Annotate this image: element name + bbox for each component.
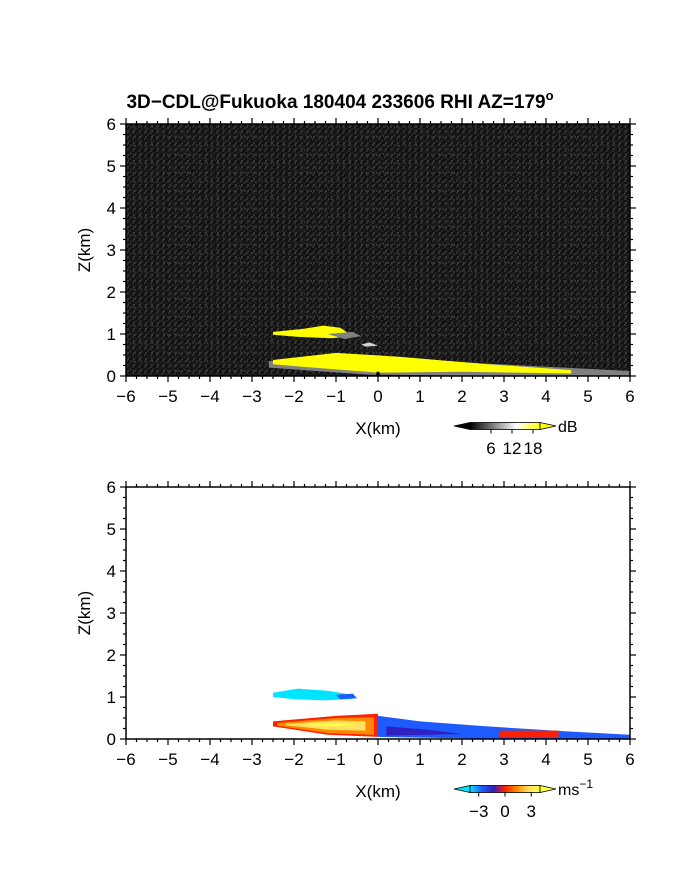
velocity-colorbar-arrow-high bbox=[539, 785, 557, 793]
velocity-colorbar-tick-label: −3 bbox=[469, 802, 488, 821]
velocity-xtick-label: −6 bbox=[116, 750, 135, 769]
velocity-xtick-label: −2 bbox=[284, 750, 303, 769]
reflectivity-xtick-label: −1 bbox=[326, 387, 345, 406]
reflectivity-xlabel: X(km) bbox=[355, 419, 400, 438]
echo-low-layer-east-dark bbox=[386, 726, 462, 736]
reflectivity-colorbar-bar bbox=[469, 422, 541, 430]
velocity-echo-field bbox=[273, 688, 630, 739]
velocity-ytick-label: 2 bbox=[107, 646, 116, 665]
reflectivity-ytick-label: 5 bbox=[107, 157, 116, 176]
reflectivity-colorbar-tick-label: 12 bbox=[503, 439, 522, 458]
reflectivity-ytick-label: 2 bbox=[107, 283, 116, 302]
reflectivity-xtick-label: 0 bbox=[373, 387, 382, 406]
velocity-panel: −6 −5 −4 −3 −2 −1 0 1 2 3 4 5 6 0 1 2 3 4 5 6 X(km) Z(km) −… bbox=[75, 478, 636, 821]
velocity-xtick-label: 2 bbox=[457, 750, 466, 769]
velocity-colorbar-unit-exponent: −1 bbox=[579, 777, 593, 791]
velocity-ticks: −6 −5 −4 −3 −2 −1 0 1 2 3 4 5 6 0 1 2 3 4 5 6 bbox=[107, 478, 636, 769]
reflectivity-ylabel: Z(km) bbox=[75, 228, 94, 272]
echo-elevated-layer-blue bbox=[336, 693, 357, 700]
reflectivity-xtick-label: −4 bbox=[200, 387, 219, 406]
reflectivity-xtick-label: 6 bbox=[625, 387, 634, 406]
reflectivity-xtick-label: 5 bbox=[583, 387, 592, 406]
reflectivity-echo-field bbox=[268, 325, 630, 376]
reflectivity-ytick-label: 0 bbox=[107, 367, 116, 386]
reflectivity-colorbar-tick-label: 18 bbox=[524, 439, 543, 458]
reflectivity-ticks: −6 −5 −4 −3 −2 −1 0 1 2 3 4 5 6 0 1 2 3 4 5 6 bbox=[107, 115, 636, 406]
reflectivity-colorbar: 6 12 18 dB bbox=[453, 419, 578, 458]
velocity-colorbar-bar bbox=[469, 785, 541, 793]
reflectivity-xtick-label: 2 bbox=[457, 387, 466, 406]
echo-low-layer-yellow bbox=[273, 352, 572, 374]
velocity-xlabel: X(km) bbox=[355, 782, 400, 801]
velocity-ylabel: Z(km) bbox=[75, 591, 94, 635]
velocity-xtick-label: 4 bbox=[541, 750, 550, 769]
reflectivity-xtick-label: −2 bbox=[284, 387, 303, 406]
echo-red-patch bbox=[499, 730, 559, 737]
degree-symbol: o bbox=[546, 88, 554, 103]
reflectivity-xtick-label: −3 bbox=[242, 387, 261, 406]
reflectivity-xtick-label: −6 bbox=[116, 387, 135, 406]
velocity-ytick-label: 5 bbox=[107, 520, 116, 539]
reflectivity-xtick-label: 4 bbox=[541, 387, 550, 406]
velocity-xtick-label: −1 bbox=[326, 750, 345, 769]
reflectivity-colorbar-arrow-low bbox=[453, 422, 471, 430]
velocity-xtick-label: 6 bbox=[625, 750, 634, 769]
reflectivity-noise-overlay bbox=[126, 124, 630, 376]
velocity-colorbar-unit: ms−1 bbox=[558, 777, 593, 799]
reflectivity-xtick-label: −5 bbox=[158, 387, 177, 406]
velocity-xtick-label: −3 bbox=[242, 750, 261, 769]
chart-title: 3D−CDL@Fukuoka 180404 233606 RHI AZ=179o bbox=[126, 88, 553, 113]
velocity-xtick-label: −4 bbox=[200, 750, 219, 769]
velocity-xtick-label: 5 bbox=[583, 750, 592, 769]
velocity-ytick-label: 6 bbox=[107, 478, 116, 497]
reflectivity-ytick-label: 3 bbox=[107, 241, 116, 260]
velocity-xtick-label: −5 bbox=[158, 750, 177, 769]
velocity-colorbar-tick-label: 3 bbox=[527, 802, 536, 821]
velocity-colorbar-arrow-low bbox=[453, 785, 471, 793]
velocity-colorbar-unit-text: ms bbox=[558, 782, 579, 799]
velocity-ytick-label: 1 bbox=[107, 688, 116, 707]
echo-elevated-layer-cyan bbox=[273, 688, 353, 701]
reflectivity-colorbar-arrow-high bbox=[539, 422, 557, 430]
velocity-xtick-label: 3 bbox=[499, 750, 508, 769]
reflectivity-colorbar-unit: dB bbox=[558, 419, 578, 436]
reflectivity-xtick-label: 3 bbox=[499, 387, 508, 406]
reflectivity-ytick-label: 4 bbox=[107, 199, 116, 218]
velocity-ytick-label: 3 bbox=[107, 604, 116, 623]
velocity-xtick-label: 0 bbox=[373, 750, 382, 769]
velocity-ytick-label: 4 bbox=[107, 562, 116, 581]
velocity-colorbar: −3 0 3 ms−1 bbox=[453, 777, 593, 821]
echo-low-layer-west-core bbox=[302, 723, 357, 727]
velocity-background bbox=[126, 487, 630, 739]
echo-elevated-layer-gray bbox=[327, 331, 362, 339]
chart-title-text: 3D−CDL@Fukuoka 180404 233606 RHI AZ=179 bbox=[126, 92, 545, 113]
velocity-colorbar-tick-label: 0 bbox=[500, 802, 509, 821]
velocity-ytick-label: 0 bbox=[107, 730, 116, 749]
reflectivity-ytick-label: 1 bbox=[107, 325, 116, 344]
echo-elevated-layer-white bbox=[361, 342, 378, 347]
reflectivity-ytick-label: 6 bbox=[107, 115, 116, 134]
reflectivity-xtick-label: 1 bbox=[415, 387, 424, 406]
velocity-xtick-label: 1 bbox=[415, 750, 424, 769]
echo-ground-clutter bbox=[375, 371, 381, 376]
reflectivity-colorbar-tick-label: 6 bbox=[486, 439, 495, 458]
reflectivity-colorbar-unit-text: dB bbox=[558, 419, 578, 436]
